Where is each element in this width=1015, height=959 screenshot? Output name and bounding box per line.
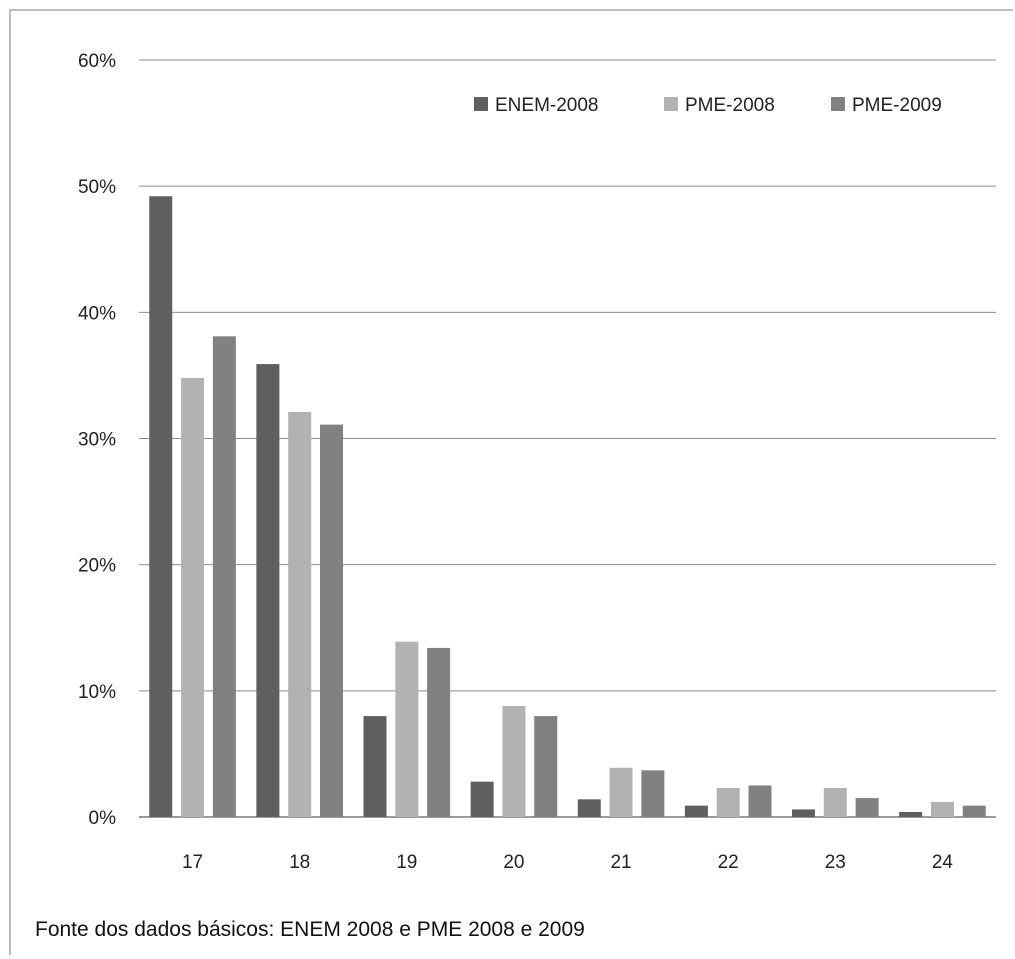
chart-frame bbox=[9, 9, 1013, 955]
bar-pme-2008-21 bbox=[609, 767, 633, 817]
x-tick-label: 18 bbox=[289, 852, 310, 873]
x-tick-label: 19 bbox=[396, 852, 417, 873]
y-tick-label: 40% bbox=[78, 303, 116, 324]
y-tick-label: 10% bbox=[78, 682, 116, 703]
x-tick-label: 17 bbox=[182, 852, 203, 873]
legend-label-pme-2009: PME-2009 bbox=[852, 95, 942, 116]
legend-swatch-pme-2009 bbox=[831, 97, 845, 111]
bar-enem-2008-23 bbox=[792, 809, 816, 817]
y-axis-tick-labels: 0% 10% 20% 30% 40% 50% 60% bbox=[78, 51, 116, 829]
bar-pme-2008-24 bbox=[930, 801, 954, 817]
legend-label-enem-2008: ENEM-2008 bbox=[495, 95, 599, 116]
bar-pme-2009-18 bbox=[319, 424, 343, 817]
legend-label-pme-2008: PME-2008 bbox=[685, 95, 775, 116]
bar-pme-2009-24 bbox=[962, 805, 986, 817]
bar-pme-2008-18 bbox=[288, 412, 312, 817]
y-tick-label: 20% bbox=[78, 556, 116, 577]
bars bbox=[149, 196, 986, 817]
gridlines bbox=[139, 59, 996, 818]
legend: ENEM-2008 PME-2008 PME-2009 bbox=[474, 95, 942, 116]
bar-enem-2008-21 bbox=[577, 799, 601, 817]
bar-enem-2008-20 bbox=[470, 781, 494, 817]
bar-enem-2008-24 bbox=[899, 811, 923, 817]
bar-enem-2008-19 bbox=[363, 716, 387, 817]
bar-pme-2009-19 bbox=[427, 647, 451, 817]
x-tick-label: 24 bbox=[932, 852, 954, 873]
legend-swatch-pme-2008 bbox=[664, 97, 678, 111]
x-tick-label: 23 bbox=[825, 852, 846, 873]
bar-pme-2008-23 bbox=[823, 787, 847, 817]
bar-pme-2009-17 bbox=[212, 336, 236, 817]
legend-swatch-enem-2008 bbox=[474, 97, 488, 111]
bar-pme-2008-22 bbox=[716, 787, 740, 817]
bar-pme-2008-19 bbox=[395, 641, 419, 817]
bar-pme-2009-23 bbox=[855, 798, 879, 817]
bar-pme-2009-22 bbox=[748, 785, 772, 817]
y-tick-label: 50% bbox=[78, 177, 116, 198]
bar-pme-2009-20 bbox=[534, 716, 558, 817]
bar-enem-2008-18 bbox=[256, 364, 280, 817]
x-tick-label: 21 bbox=[610, 852, 631, 873]
x-tick-label: 22 bbox=[718, 852, 739, 873]
x-axis-tick-labels: 17 18 19 20 21 22 23 24 bbox=[182, 852, 953, 873]
y-tick-label: 30% bbox=[78, 430, 116, 451]
x-tick-label: 20 bbox=[503, 852, 524, 873]
bar-pme-2008-17 bbox=[181, 377, 205, 817]
bar-pme-2008-20 bbox=[502, 705, 526, 817]
bar-enem-2008-22 bbox=[684, 805, 708, 817]
y-tick-label: 0% bbox=[89, 808, 117, 829]
bar-enem-2008-17 bbox=[149, 196, 173, 817]
source-note: Fonte dos dados básicos: ENEM 2008 e PME… bbox=[35, 918, 585, 941]
y-tick-label: 60% bbox=[78, 51, 116, 72]
bar-pme-2009-21 bbox=[641, 770, 665, 817]
